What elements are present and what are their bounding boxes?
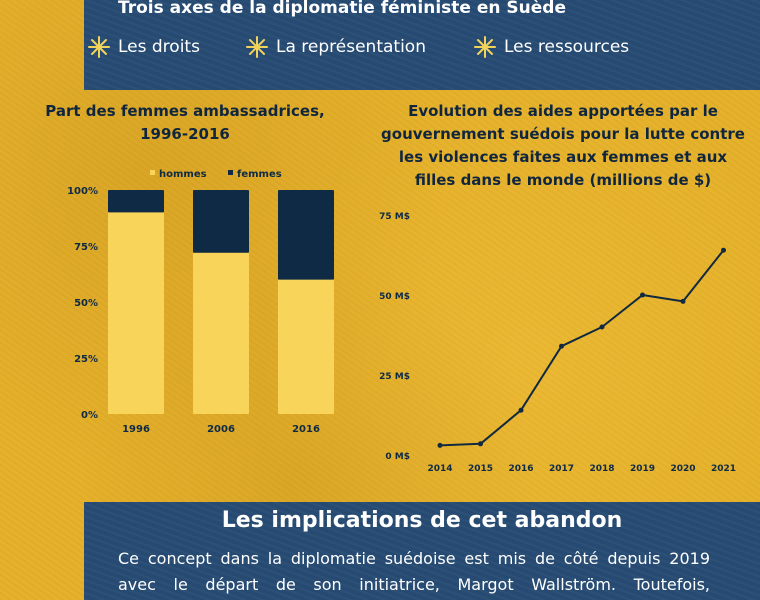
x-tick-label: 2017 [549,464,574,474]
x-tick-label: 2020 [670,464,695,474]
y-tick-label: 25% [74,354,98,365]
sparkle-icon [88,36,110,58]
axis-item-droits: Les droits [88,36,200,58]
bar-femmes-2016 [278,190,334,280]
bar-chart-title-line: Part des femmes ambassadrices, [45,102,325,120]
y-tick-label: 75% [74,242,98,253]
header-title: Trois axes de la diplomatie féministe en… [118,0,566,18]
axis-item-representation: La représentation [246,36,426,58]
x-tick-label: 2021 [711,464,736,474]
bar-chart-title-line: 1996-2016 [140,125,230,143]
series-line [439,249,725,447]
line-chart-title-line: filles dans le monde (millions de $) [414,171,712,189]
y-tick-label: 50 M$ [379,292,410,302]
bar-hommes-2016 [278,279,334,414]
section-text: Ce concept dans la diplomatie suédoise e… [118,549,710,594]
axis-label: Les droits [118,37,200,57]
data-point-2016 [518,407,524,413]
x-tick-label: 2016 [508,464,533,474]
section-title: Les implications de cet abandon [221,508,623,533]
y-tick-label: 0 M$ [385,452,410,462]
y-tick-label: 50% [74,298,98,309]
line-chart-title-line: gouvernement suédois pour la lutte contr… [381,125,745,143]
legend-label-femmes: femmes [237,169,282,180]
data-point-2019 [640,292,645,298]
legend-label-hommes: hommes [159,169,207,180]
axis-label: La représentation [276,37,426,57]
line-chart-title-line: les violences faites aux femmes et aux [398,148,728,166]
bottom-band [84,502,760,600]
x-tick-label: 2018 [589,464,614,474]
x-tick-label: 2006 [207,424,235,435]
data-point-2021 [721,247,726,253]
x-tick-label: 2015 [468,464,493,474]
line-chart-title-line: Evolution des aides apportées par le [408,102,718,120]
axis-label: Les ressources [504,37,630,57]
y-tick-label: 25 M$ [379,372,410,382]
bar-femmes-2006 [193,190,249,253]
data-point-2018 [599,324,605,330]
x-tick-label: 2016 [292,424,320,435]
y-tick-label: 100% [67,186,98,197]
bar-chart: hommes femmes 0% 25% 50% 75% 100% 1996 2006 2016 [67,169,334,435]
x-tick-label: 2019 [630,464,655,474]
bar-femmes-1996 [108,190,164,213]
data-point-2020 [680,298,686,304]
bar-hommes-2006 [193,252,249,414]
x-tick-label: 2014 [427,464,452,474]
bar-hommes-1996 [108,212,164,414]
line-chart-title: Evolution des aides apportées par le gou… [366,100,760,192]
sparkle-icon [474,36,496,58]
axis-item-ressources: Les ressources [474,36,629,58]
data-point-2014 [437,442,443,448]
x-tick-label: 1996 [122,424,150,435]
bar-chart-title: Part des femmes ambassadrices, 1996-2016 [20,100,350,146]
sparkle-icon [246,36,268,58]
line-chart: 0 M$ 25 M$ 50 M$ 75 M$ 2014 2015 2016 2017 2018 2… [379,212,736,474]
data-point-2015 [478,441,483,447]
bar-legend: hommes femmes [150,169,282,180]
data-point-2017 [559,343,564,349]
legend-swatch-hommes [150,170,155,175]
legend-swatch-femmes [228,170,233,175]
header-band [84,0,760,90]
y-tick-label: 0% [81,410,98,421]
y-tick-label: 75 M$ [379,212,410,222]
